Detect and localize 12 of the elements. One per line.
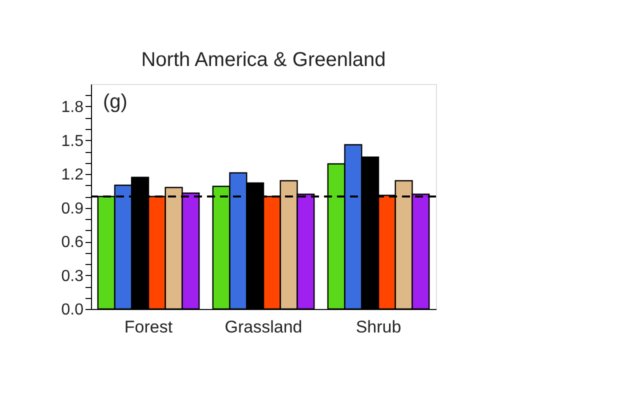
x-tick-label: Shrub — [356, 318, 402, 336]
x-tick-label: Grassland — [224, 318, 302, 336]
x-tick-label: Forest — [124, 318, 173, 336]
y-tick-label: 0.3 — [61, 268, 84, 285]
y-tick-label: 1.8 — [61, 99, 84, 116]
y-tick-label: 0.9 — [61, 200, 84, 218]
y-tick-label: 0.6 — [61, 234, 84, 251]
y-tick-label: 0.0 — [61, 302, 84, 318]
y-tick-label: 1.5 — [61, 132, 84, 150]
chart-title: North America & Greenland — [141, 49, 386, 71]
y-tick-label: 1.2 — [61, 166, 84, 184]
annotation: (g) — [103, 91, 128, 113]
